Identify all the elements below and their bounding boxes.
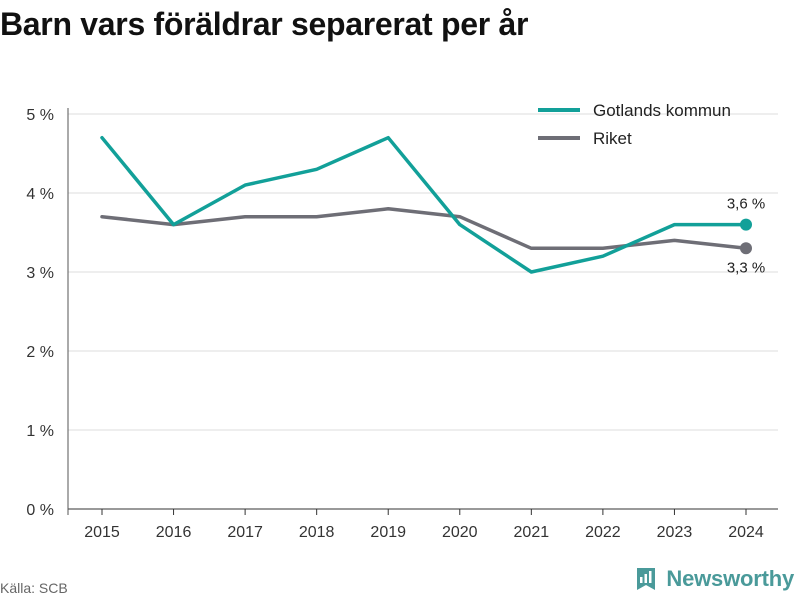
y-tick-label: 0 %	[26, 502, 54, 519]
series-lines	[100, 135, 748, 274]
source-note: Källa: SCB	[0, 580, 68, 596]
gridlines	[68, 113, 778, 431]
y-axis: 0 % 1 % 2 % 3 % 4 % 5 %	[26, 107, 69, 519]
x-tick-label: 2020	[442, 524, 478, 541]
x-tick-label: 2019	[370, 524, 406, 541]
x-tick-label: 2018	[299, 524, 335, 541]
x-tick-label: 2015	[84, 524, 120, 541]
x-tick-label: 2017	[227, 524, 263, 541]
y-tick-label: 5 %	[26, 107, 54, 124]
x-tick-label: 2022	[585, 524, 621, 541]
legend-label-gotlands-kommun: Gotlands kommun	[593, 101, 731, 120]
x-tick-label: 2021	[514, 524, 550, 541]
end-value-label-riket: 3,3 %	[727, 259, 765, 276]
x-tick-label: 2024	[728, 524, 764, 541]
legend: Gotlands kommun Riket	[538, 101, 731, 148]
series-line-gotlands-kommun	[100, 135, 748, 274]
end-value-label-gotlands-kommun: 3,6 %	[727, 196, 765, 213]
newsworthy-logo-icon	[637, 568, 656, 590]
end-markers: 3,6 % 3,3 %	[727, 196, 765, 277]
newsworthy-logo: Newsworthy	[634, 566, 794, 592]
y-tick-label: 3 %	[26, 265, 54, 282]
y-tick-label: 4 %	[26, 186, 54, 203]
series-line-riket	[100, 207, 748, 251]
end-point-riket	[740, 242, 752, 255]
y-tick-label: 2 %	[26, 344, 54, 361]
chart-title: Barn vars föräldrar separerat per år	[0, 6, 529, 42]
x-tick-label: 2023	[657, 524, 693, 541]
x-axis: 2015 2016 2017 2018 2019 2020 2021 2022 2023 2024	[68, 508, 778, 541]
end-point-gotlands-kommun	[740, 218, 752, 231]
y-tick-label: 1 %	[26, 423, 54, 440]
x-tick-label: 2016	[156, 524, 192, 541]
legend-label-riket: Riket	[593, 129, 632, 148]
brand-name: Newsworthy	[666, 566, 794, 591]
